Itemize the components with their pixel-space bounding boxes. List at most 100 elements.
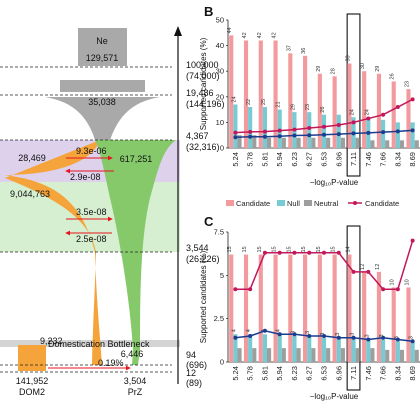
panel-c-point-candidate-6: [322, 250, 326, 255]
panel-c-y-tick-label-3: 7.5: [214, 228, 224, 237]
panel-b-x-tick-label-0: 5.24: [231, 152, 240, 167]
panel-b-point-null-4: [292, 133, 297, 138]
legend: Candidate Null Neutral Candidate: [226, 199, 399, 208]
panel-b-bar-neutral-1: [252, 135, 257, 148]
prz-mid-value: 6,446: [121, 349, 144, 359]
panel-b-bar-label-candidate-3: 42: [272, 32, 278, 38]
panel-b-bar-label-candidate-2: 42: [257, 32, 263, 38]
time-label-4-sub: (26,226): [186, 254, 220, 264]
panel-b-point-candidate-4: [292, 127, 297, 132]
panel-c-x-tick-label-6: 6.53: [320, 366, 329, 381]
panel-c-x-tick-label-12: 8.69: [408, 366, 417, 381]
panel-c-bar-neutral-1: [252, 348, 257, 362]
panel-c-point-candidate-4: [292, 250, 297, 255]
time-label-6-sub: (89): [186, 378, 202, 388]
panel-b-bar-candidate-12: [406, 89, 411, 148]
panel-b-x-tick-label-2: 5.81: [260, 152, 269, 167]
panel-c-point-candidate-12: [410, 238, 415, 243]
panel-c-bar-label-candidate-12: 10: [404, 279, 410, 285]
panel-b-bar-label-candidate-1: 42: [242, 32, 248, 38]
panel-b-point-null-1: [248, 134, 253, 139]
panel-b-point-candidate-8: [351, 120, 356, 125]
dom2-name: DOM2: [19, 387, 45, 397]
panel-b-x-tick-label-12: 8.69: [408, 152, 417, 167]
time-label-2-sub: (144,196): [186, 99, 225, 109]
panel-b-bar-candidate-2: [258, 40, 263, 149]
panel-c-bar-null-0: [233, 334, 238, 362]
panel-b-bar-label-candidate-9: 30: [360, 63, 366, 69]
panel-c-point-null-3: [277, 332, 282, 337]
panel-c-bar-candidate-4: [288, 254, 293, 362]
panel-c-bar-label-null-0: 4: [231, 329, 237, 332]
panel-b-bar-label-null-9: 24: [364, 109, 370, 115]
time-label-1-sub: (74,000): [186, 71, 220, 81]
dom-top-value: 28,469: [18, 153, 46, 163]
panel-b-bar-candidate-1: [243, 40, 249, 149]
panel-b-point-candidate-12: [410, 97, 415, 102]
panel-c-bar-candidate-12: [406, 287, 411, 362]
panel-c-letter: C: [204, 214, 214, 229]
migration-rate-3: 3.5e-08: [76, 207, 107, 217]
panel-c-bar-candidate-5: [303, 254, 308, 362]
panel-c-bar-null-9: [366, 339, 371, 362]
panel-b-x-tick-label-5: 6.27: [305, 152, 314, 167]
panel-c-bar-label-candidate-4: 15: [286, 246, 292, 252]
panel-b-bar-label-null-0: 24: [231, 96, 237, 102]
panel-b-bar-candidate-9: [362, 71, 367, 148]
legend-label-null: Null: [287, 199, 300, 208]
panel-c-bar-candidate-0: [229, 254, 234, 362]
panel-b-bar-candidate-10: [376, 73, 382, 148]
panel-c-bar-neutral-7: [340, 348, 345, 362]
panel-b-bar-neutral-5: [311, 137, 316, 148]
panel-b-bar-null-2: [262, 107, 267, 148]
time-arrow-head: [174, 26, 182, 36]
panel-b-bar-label-candidate-5: 36: [301, 48, 307, 54]
panel-b-bar-label-candidate-10: 29: [375, 66, 381, 72]
panel-b-bar-candidate-6: [317, 73, 322, 148]
panel-c-bar-null-5: [307, 336, 312, 362]
panel-c-bar-neutral-2: [266, 348, 272, 362]
panel-c-bar-neutral-3: [281, 348, 286, 362]
panel-c-bar-label-candidate-10: 12: [375, 264, 381, 270]
panel-b-bar-neutral-3: [281, 137, 286, 148]
panel-b-point-null-12: [410, 128, 415, 133]
panel-c-x-tick-label-9: 7.46: [364, 366, 373, 381]
prz-top-value: 617,251: [120, 154, 153, 164]
panel-b-bar-label-candidate-7: 28: [331, 68, 337, 74]
panel-b-x-tick-label-7: 6.96: [334, 152, 343, 167]
panel-b-point-candidate-1: [248, 129, 253, 134]
panel-b-point-candidate-10: [381, 112, 386, 117]
panel-c-bar-null-4: [292, 336, 297, 362]
demographic-model: Ne 129,571 35,038 28,469 9,044,763 617,2…: [0, 26, 225, 397]
panel-b-point-null-9: [366, 130, 371, 135]
panel-c-point-null-1: [248, 334, 253, 338]
panel-c-point-null-10: [381, 335, 386, 340]
legend-dot-candidate: [353, 201, 357, 205]
panel-b-bar-candidate-3: [273, 40, 278, 149]
panel-c-bar-label-candidate-1: 15: [242, 246, 248, 252]
ancestral-ne-shape: [45, 28, 160, 140]
panel-b-bar-candidate-11: [391, 81, 396, 148]
panel-b-bar-label-candidate-11: 26: [390, 73, 396, 79]
panel-c-bar-label-candidate-2: 15: [257, 246, 263, 252]
legend-label-candidate-line: Candidate: [365, 199, 399, 208]
panel-c-x-tick-label-11: 8.34: [393, 366, 402, 381]
panel-b-point-candidate-3: [277, 128, 282, 133]
panel-c-point-candidate-7: [336, 250, 341, 255]
panel-b-x-tick-label-11: 8.34: [393, 152, 402, 167]
panel-c-bar-null-11: [395, 341, 400, 362]
panel-c-bar-null-12: [410, 341, 415, 362]
panel-b-bar-null-12: [410, 122, 415, 148]
panel-b-bar-label-candidate-4: 37: [286, 45, 292, 51]
panel-c-bar-null-7: [336, 337, 341, 362]
panel-b-point-candidate-0: [233, 130, 238, 135]
panel-c-bar-label-null-6: 3: [320, 333, 326, 336]
panel-b-point-candidate-11: [395, 105, 400, 110]
panel-c-point-null-6: [322, 334, 326, 338]
panel-b-bar-candidate-7: [332, 76, 337, 148]
bottleneck-label: Domestication Bottleneck: [48, 339, 150, 349]
panel-b-bar-neutral-0: [237, 135, 242, 148]
legend-swatch-candidate: [226, 200, 234, 206]
panel-b-point-candidate-6: [322, 124, 326, 129]
panel-b-bar-neutral-8: [355, 137, 360, 148]
